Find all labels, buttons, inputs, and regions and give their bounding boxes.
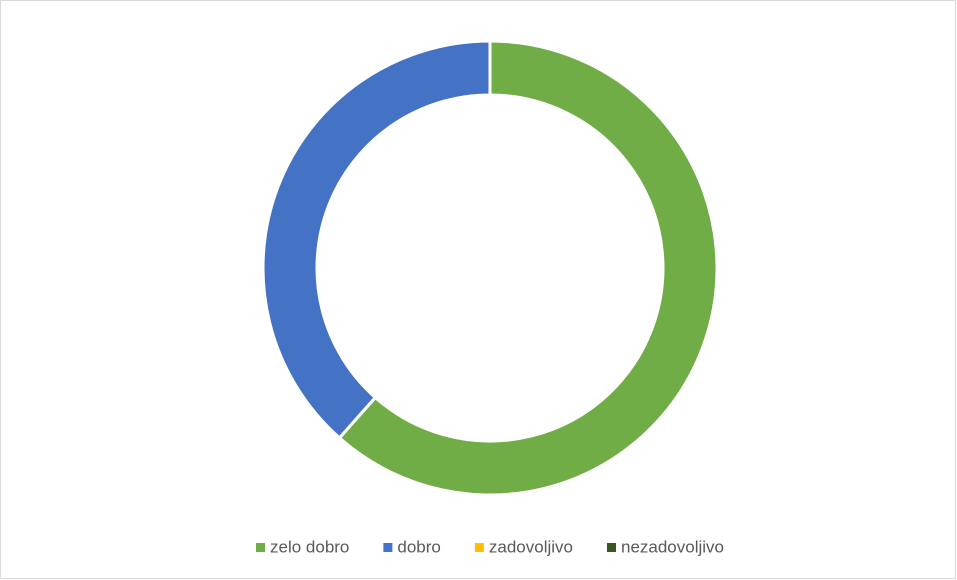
donut-slice	[337, 39, 719, 497]
legend-swatch	[256, 543, 265, 552]
legend-label: zadovoljivo	[489, 537, 573, 556]
legend-swatch	[474, 543, 484, 552]
legend-label: nezadovoljivo	[621, 537, 724, 556]
legend-label: dobro	[397, 537, 440, 556]
donut-slice	[261, 39, 492, 441]
legend-swatch	[383, 543, 393, 552]
legend-label: zelo dobro	[270, 537, 349, 556]
legend-swatch	[606, 543, 616, 552]
